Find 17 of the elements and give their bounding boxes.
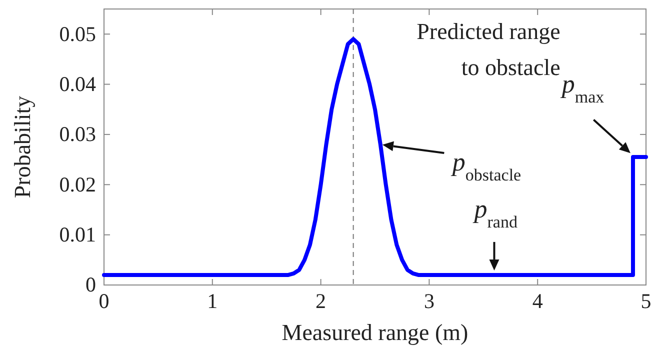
y-tick-label: 0.05: [59, 22, 96, 46]
y-tick-label: 0: [86, 272, 96, 297]
annotation: p$_{obstacle}$: [450, 147, 522, 184]
y-tick-label: 0.02: [59, 172, 96, 196]
y-tick-label: 0.03: [59, 122, 96, 146]
annotation: p$_{rand}$: [472, 194, 518, 231]
x-tick-label: 4: [532, 288, 544, 313]
y-axis-title: Probability: [10, 95, 35, 198]
x-tick-label: 2: [316, 288, 326, 313]
ref-line-label: Predicted range to obstacle: [416, 19, 560, 80]
annotation: p$_{max}$: [560, 70, 605, 106]
x-axis-title: Measured range (m): [282, 320, 468, 345]
y-tick-label: 0.04: [59, 72, 96, 96]
x-tick-label: 3: [424, 288, 434, 313]
y-tick-label: 0.01: [59, 222, 96, 247]
x-tick-label: 5: [640, 288, 652, 313]
x-tick-label: 1: [207, 288, 218, 313]
